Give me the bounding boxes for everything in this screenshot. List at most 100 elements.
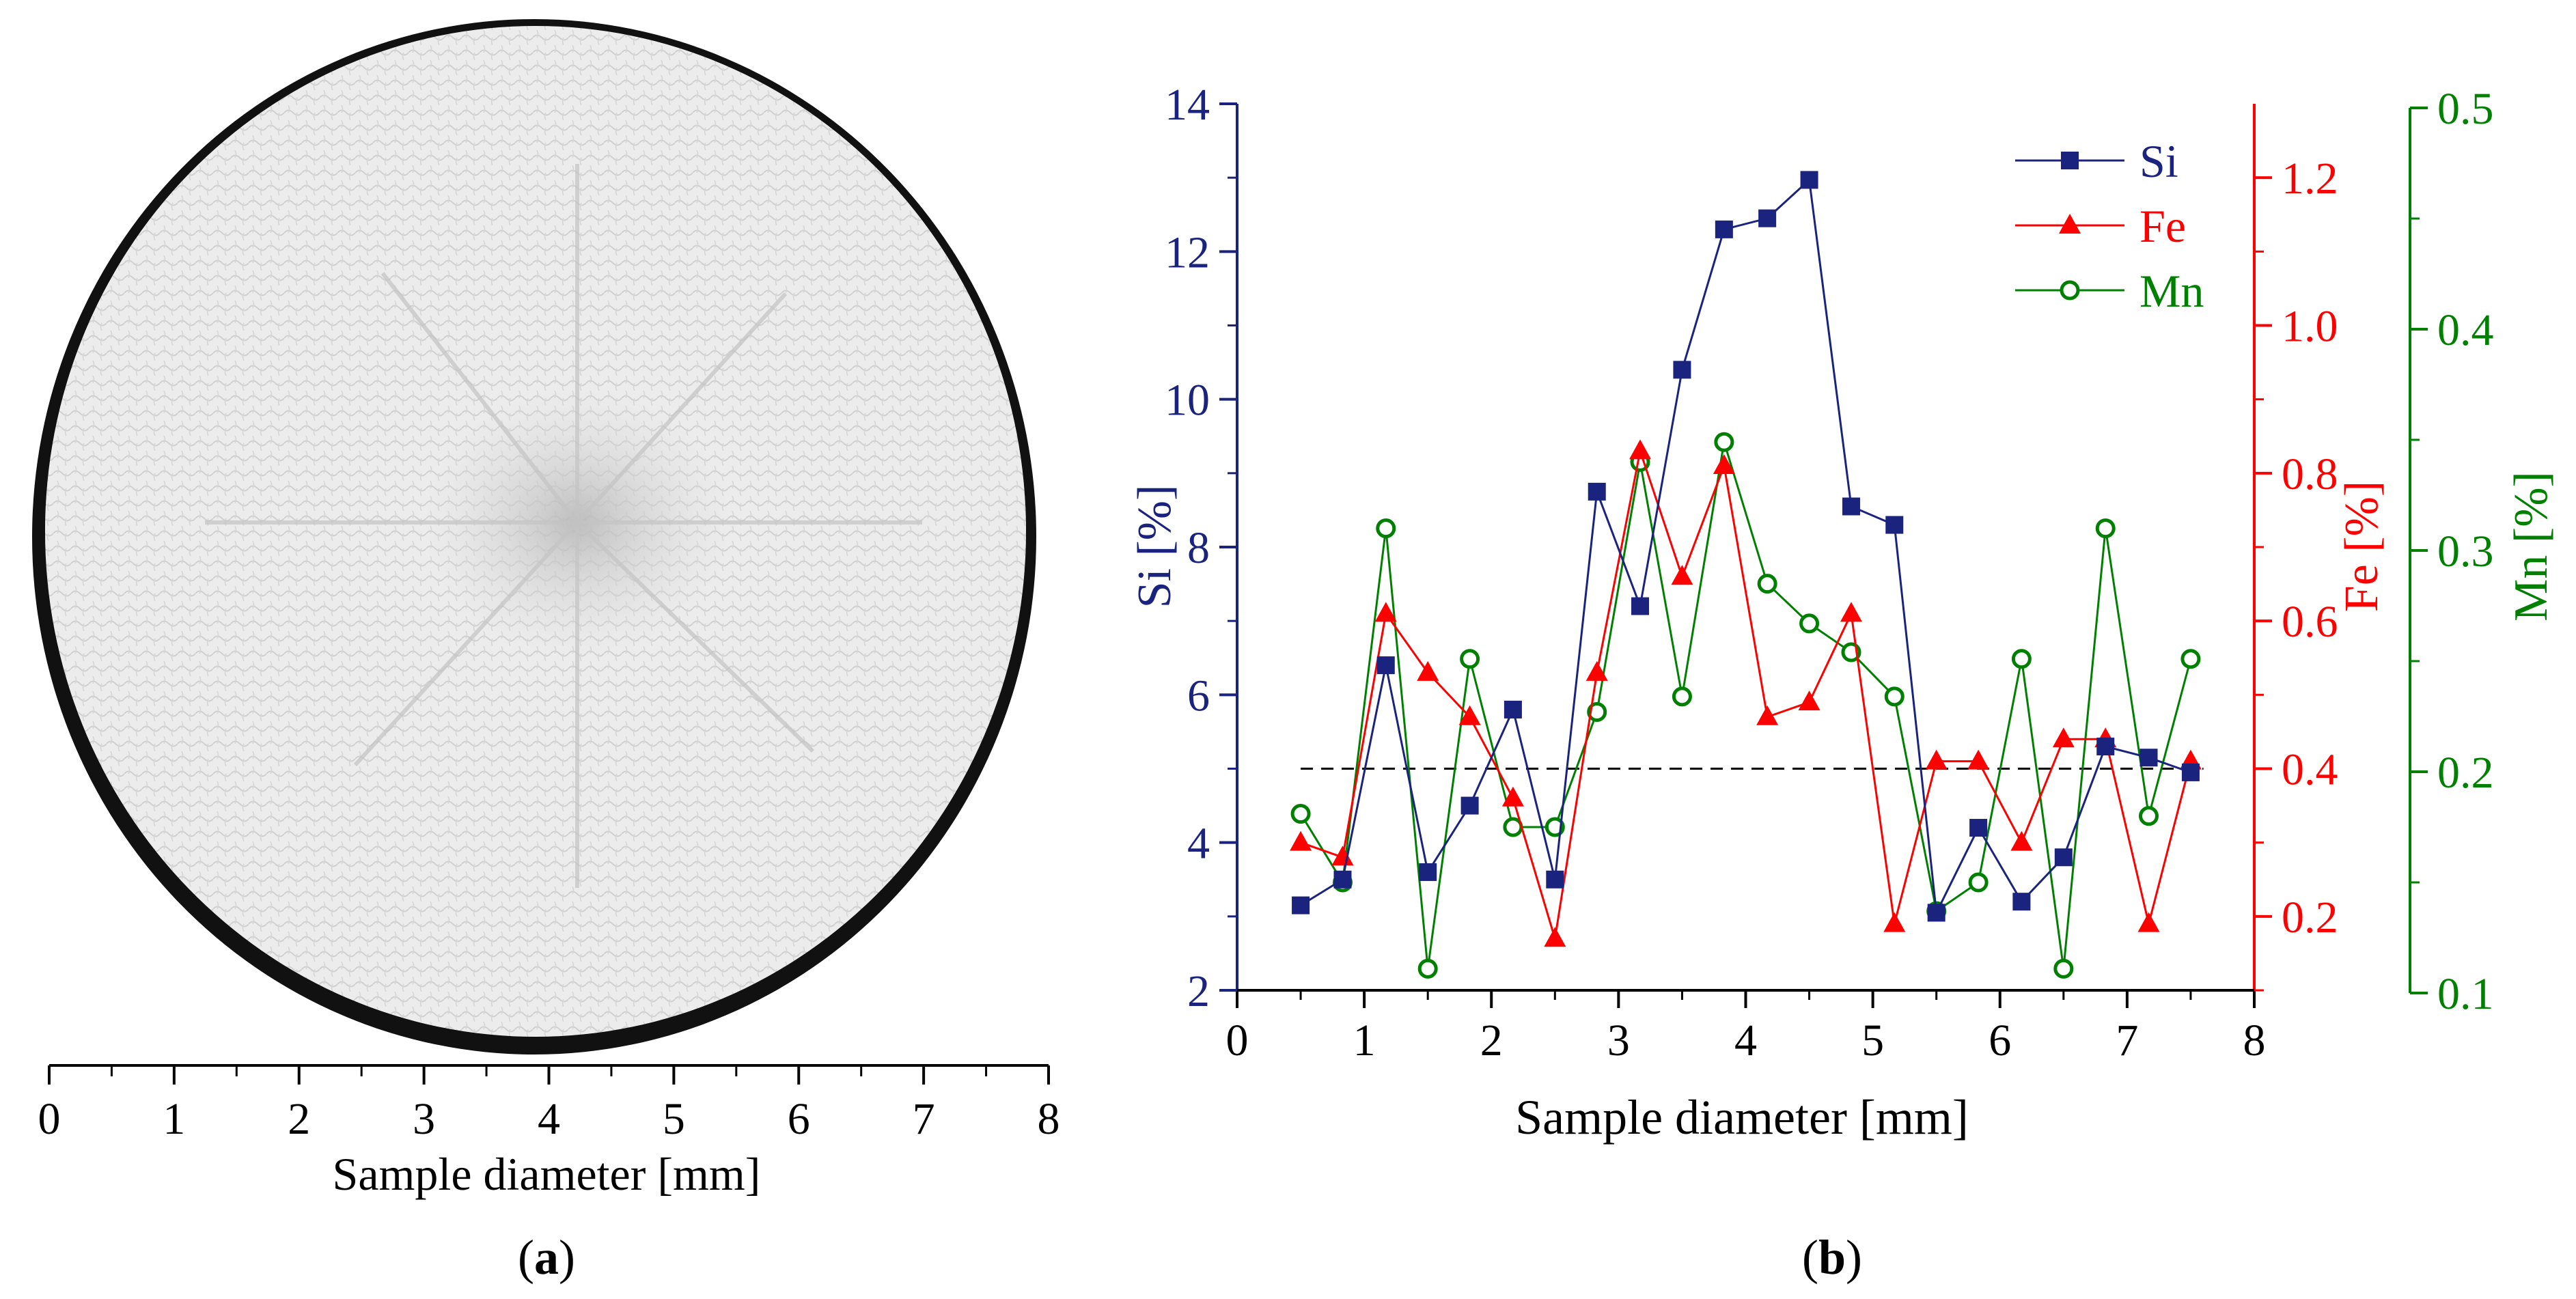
si-point: [1546, 870, 1564, 889]
fe-point: [1713, 454, 1735, 475]
panel-a-label-close: ): [559, 1230, 575, 1285]
si-point: [2012, 893, 2031, 911]
fe-point: [1417, 660, 1439, 681]
fe-point: [1544, 927, 1566, 947]
legend-label-si: Si: [2139, 135, 2178, 187]
fe-ticks: 0.2 0.4 0.6 0.8 1.0 1.2: [2254, 154, 2338, 992]
series-mn: [1290, 432, 2201, 979]
si-point: [1376, 656, 1395, 675]
mn-point: [1545, 817, 1565, 837]
series-fe: [1290, 439, 2202, 947]
mn-point: [1757, 574, 1777, 594]
mn-point: [2053, 958, 2074, 979]
si-point: [1758, 209, 1777, 227]
si-point: [1885, 516, 1904, 534]
mn-point: [2095, 518, 2116, 539]
fe-point: [1840, 602, 1862, 622]
panel-a-label: (a): [518, 1230, 575, 1285]
fe-point: [1925, 749, 1948, 770]
fe-point: [1501, 786, 1524, 807]
mn-point: [1290, 804, 1311, 824]
fe-axis-label: Fe [%]: [2336, 481, 2388, 612]
fe-point: [1331, 846, 1354, 866]
fe-point: [2010, 830, 2033, 851]
fe-point: [1671, 565, 1693, 585]
mn-point: [1503, 817, 1523, 837]
x-tick-label: 8: [2243, 1016, 2266, 1065]
si-axis-label: Si [%]: [1128, 485, 1181, 609]
mn-point: [1587, 702, 1607, 723]
mn-point: [1714, 432, 1734, 452]
si-point: [1333, 870, 1352, 889]
scale-tick-label: 7: [913, 1094, 935, 1144]
mn-axis-label: Mn [%]: [2505, 471, 2558, 621]
panel-a: 0 1 2 3 4 5 6 7 8 Sample diameter [mm] (a): [32, 19, 1060, 1285]
scale-tick-label: 4: [538, 1094, 560, 1144]
scale-tick-label: 2: [288, 1094, 310, 1144]
si-tick-label: 10: [1165, 376, 1210, 425]
panel-b-label-letter: b: [1818, 1230, 1846, 1285]
fe-tick-label: 0.2: [2282, 893, 2338, 942]
fe-tick-label: 0.6: [2282, 597, 2338, 647]
panel-a-label-letter: a: [534, 1230, 559, 1285]
x-tick-label: 4: [1734, 1016, 1757, 1065]
scale-tick-label: 6: [788, 1094, 810, 1144]
scale-xlabel: Sample diameter [mm]: [333, 1148, 761, 1200]
fe-point: [2052, 727, 2075, 748]
legend-label-mn: Mn: [2139, 265, 2204, 317]
fe-point: [1756, 705, 1779, 725]
fe-tick-label: 0.4: [2282, 745, 2338, 795]
si-point: [1715, 220, 1733, 238]
si-point: [2054, 848, 2073, 867]
si-point: [2181, 763, 2200, 781]
mn-ticks: 0.1 0.2 0.3 0.4 0.5: [2410, 84, 2494, 1019]
si-tick-label: 12: [1165, 227, 1210, 277]
x-axis-label: Sample diameter [mm]: [1515, 1090, 1969, 1145]
x-tick-label: 5: [1861, 1016, 1884, 1065]
mn-tick-label: 0.4: [2437, 305, 2494, 355]
legend-marker-si: [2061, 152, 2079, 169]
si-point: [1842, 497, 1860, 516]
x-tick-label: 6: [1989, 1016, 2011, 1065]
fe-point: [1967, 749, 1990, 770]
panel-b-label: (b): [1802, 1230, 1862, 1285]
scale-tick-label: 0: [38, 1094, 61, 1144]
fe-tick-label: 1.2: [2282, 154, 2338, 204]
fe-point: [2137, 912, 2160, 932]
mn-point: [1460, 649, 1480, 669]
si-tick-label: 2: [1187, 966, 1210, 1016]
mn-tick-label: 0.3: [2437, 527, 2494, 576]
mn-point: [1884, 686, 1905, 707]
fe-point: [1374, 602, 1397, 622]
si-ticks: 2 4 6 8 10 12 14: [1165, 80, 1237, 1016]
si-point: [1292, 896, 1310, 914]
mn-point: [2139, 806, 2159, 826]
legend-marker-fe: [2059, 214, 2081, 234]
series-si: [1292, 171, 2200, 922]
mn-line: [1299, 441, 2192, 969]
mn-tick-label: 0.1: [2437, 969, 2494, 1019]
si-point: [1673, 361, 1691, 379]
fe-point: [1629, 439, 1652, 460]
si-point: [1504, 700, 1522, 718]
x-ticks: 0 1 2 3 4 5 6 7 8: [1226, 990, 2266, 1065]
x-tick-label: 3: [1607, 1016, 1630, 1065]
panel-a-label-open: (: [518, 1230, 534, 1285]
scale-tick-label: 1: [163, 1094, 185, 1144]
sample-micrograph: [32, 19, 1036, 1054]
mn-point: [2011, 649, 2032, 669]
si-point: [2096, 738, 2115, 756]
si-point: [1927, 904, 1945, 922]
legend: Si Fe Mn: [2015, 135, 2204, 317]
si-point: [1588, 482, 1606, 501]
si-tick-label: 6: [1187, 671, 1210, 721]
mn-point: [1376, 518, 1396, 539]
fe-point: [1458, 705, 1481, 725]
si-point: [1460, 796, 1479, 815]
si-point: [2139, 749, 2158, 767]
fe-tick-label: 1.0: [2282, 302, 2338, 352]
mn-point: [2180, 649, 2201, 669]
legend-label-fe: Fe: [2139, 200, 2186, 252]
